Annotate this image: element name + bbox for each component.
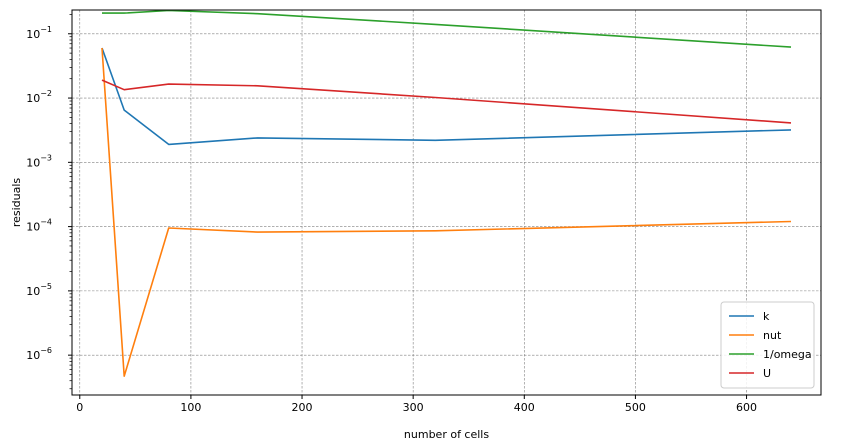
y-axis-label: residuals xyxy=(10,178,23,228)
legend-box xyxy=(720,301,815,389)
y-tick-label: 10−5 xyxy=(26,282,52,298)
x-tick-label: 100 xyxy=(180,401,201,414)
x-axis-label: number of cells xyxy=(404,428,489,441)
series-line-1-omega xyxy=(102,9,792,48)
y-tick-label: 10−6 xyxy=(26,346,52,362)
legend: k nut 1/omega U xyxy=(720,301,815,389)
x-tick-label: 400 xyxy=(514,401,535,414)
y-tick-label: 10−1 xyxy=(26,25,52,41)
x-tick-label: 200 xyxy=(292,401,313,414)
series-line-nut xyxy=(101,47,792,378)
y-tick-label: 10−3 xyxy=(26,153,52,169)
plot-frame xyxy=(71,9,822,396)
legend-label: k xyxy=(763,310,770,323)
y-tick-label: 10−2 xyxy=(26,89,52,105)
legend-label: U xyxy=(763,367,771,380)
series-line-k xyxy=(101,47,792,146)
series-lines xyxy=(101,9,792,378)
grid xyxy=(72,10,821,395)
x-axis: 0 100 200 300 400 500 600 xyxy=(76,395,757,414)
y-axis: 10−6 10−5 10−4 10−3 10−2 10−1 xyxy=(26,14,72,390)
x-tick-label: 500 xyxy=(625,401,646,414)
x-tick-label: 300 xyxy=(403,401,424,414)
legend-label: 1/omega xyxy=(763,348,812,361)
series-line-u xyxy=(101,79,792,124)
x-tick-label: 600 xyxy=(736,401,757,414)
legend-label: nut xyxy=(763,329,782,342)
x-tick-label: 0 xyxy=(76,401,83,414)
y-tick-label: 10−4 xyxy=(26,218,52,234)
